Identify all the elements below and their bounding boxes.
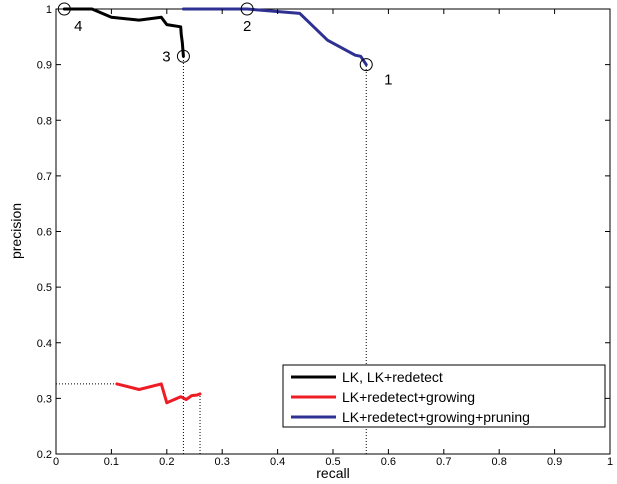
y-tick-label: 0.8 xyxy=(37,115,52,127)
legend: LK, LK+redetect LK+redetect+growing LK+red… xyxy=(282,364,606,428)
x-tick-label: 0.5 xyxy=(325,456,340,468)
y-tick-label: 0.7 xyxy=(37,171,52,183)
marker-circle-2 xyxy=(240,2,254,16)
x-tick-label: 0.3 xyxy=(215,456,230,468)
y-tick-label: 0.9 xyxy=(37,60,52,72)
marker-label-3: 3 xyxy=(162,48,170,65)
y-tick-label: 0.5 xyxy=(37,282,52,294)
x-axis-label: recall xyxy=(316,465,349,481)
series-line-1 xyxy=(62,7,185,58)
y-tick-label: 0.2 xyxy=(37,449,52,461)
x-tick-label: 0.7 xyxy=(436,456,451,468)
legend-label-3: LK+redetect+growing+pruning xyxy=(342,409,530,425)
series-line-3 xyxy=(181,7,368,67)
y-tick-label: 0.4 xyxy=(37,338,52,350)
marker-label-1: 1 xyxy=(384,72,392,89)
legend-label-2: LK+redetect+growing xyxy=(342,389,475,405)
x-tick-label: 0.8 xyxy=(492,456,507,468)
x-axis-ticks: 0 0.1 0.2 0.3 0.4 0.5 0.6 0.7 0.8 0.9 1 xyxy=(53,9,613,468)
marker-circle-3 xyxy=(176,49,190,63)
series-line-2 xyxy=(115,382,202,405)
series-lines xyxy=(62,7,368,405)
x-tick-label: 0.1 xyxy=(104,456,119,468)
marker-label-4: 4 xyxy=(74,18,82,35)
x-tick-label: 0.2 xyxy=(159,456,174,468)
marker-circle-1 xyxy=(359,58,373,72)
x-tick-label: 1 xyxy=(607,456,613,468)
legend-box xyxy=(282,364,606,428)
x-tick-label: 0.9 xyxy=(547,456,562,468)
y-axis-ticks: 0.2 0.3 0.4 0.5 0.6 0.7 0.8 0.9 1 xyxy=(37,4,610,461)
y-tick-label: 0.3 xyxy=(37,393,52,405)
point-markers: 1 2 3 4 xyxy=(57,2,392,89)
legend-label-1: LK, LK+redetect xyxy=(342,369,443,385)
x-tick-label: 0.6 xyxy=(381,456,396,468)
x-tick-label: 0.4 xyxy=(270,456,285,468)
marker-label-2: 2 xyxy=(243,18,251,35)
x-tick-label: 0 xyxy=(53,456,59,468)
y-tick-label: 0.6 xyxy=(37,227,52,239)
y-axis-label: precision xyxy=(8,203,24,259)
y-tick-label: 1 xyxy=(46,4,52,16)
